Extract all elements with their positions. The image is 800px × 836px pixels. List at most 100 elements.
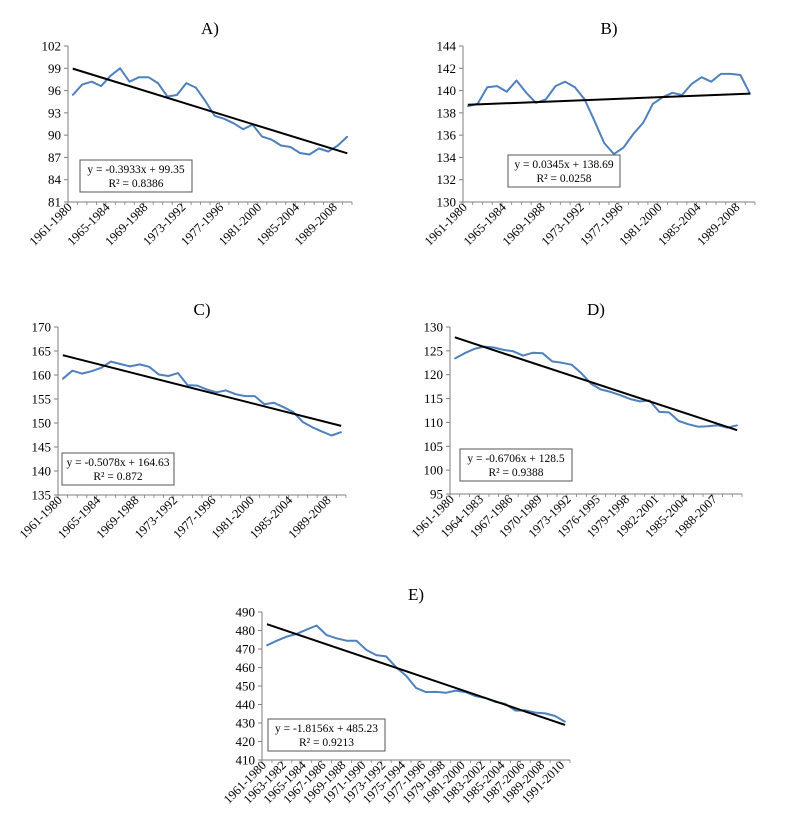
data-point bbox=[110, 360, 112, 363]
data-point bbox=[138, 363, 141, 366]
data-point bbox=[109, 74, 112, 77]
chart-panel-c: C)1351401451501551601651701961-19801965-… bbox=[17, 300, 347, 541]
data-point bbox=[435, 691, 437, 693]
data-point bbox=[619, 394, 622, 397]
y-tick-label: 115 bbox=[424, 391, 443, 406]
data-point bbox=[148, 366, 150, 368]
y-tick-label: 95 bbox=[430, 487, 443, 502]
data-point bbox=[720, 73, 722, 75]
y-tick-label: 138 bbox=[437, 105, 457, 120]
data-point bbox=[609, 391, 612, 393]
data-point bbox=[119, 67, 121, 70]
y-tick-label: 144 bbox=[437, 39, 457, 54]
data-point bbox=[185, 82, 188, 84]
y-tick-label: 430 bbox=[236, 716, 256, 731]
data-point bbox=[515, 79, 518, 82]
y-tick-label: 84 bbox=[48, 172, 62, 187]
equation-box bbox=[507, 154, 621, 188]
data-point bbox=[119, 363, 122, 365]
data-point bbox=[71, 369, 74, 372]
data-point bbox=[299, 152, 301, 154]
data-point bbox=[90, 370, 93, 372]
y-tick-label: 110 bbox=[424, 415, 443, 430]
data-point bbox=[506, 90, 508, 93]
data-point bbox=[138, 76, 140, 78]
y-tick-label: 155 bbox=[32, 392, 52, 407]
data-point bbox=[325, 634, 328, 636]
data-point bbox=[81, 83, 83, 86]
data-point bbox=[266, 644, 268, 647]
data-point bbox=[525, 92, 528, 94]
data-point bbox=[502, 349, 505, 351]
y-tick-label: 134 bbox=[437, 150, 457, 165]
data-point bbox=[522, 354, 524, 357]
data-point bbox=[642, 122, 644, 124]
data-point bbox=[270, 138, 273, 141]
equation-box bbox=[459, 448, 573, 482]
y-tick-label: 102 bbox=[42, 39, 62, 54]
data-point bbox=[729, 73, 732, 75]
data-point bbox=[570, 363, 573, 366]
y-tick-label: 145 bbox=[32, 440, 52, 455]
data-point bbox=[215, 391, 218, 394]
data-point bbox=[590, 382, 592, 385]
y-tick-label: 136 bbox=[437, 128, 457, 143]
data-point bbox=[652, 103, 654, 105]
data-point bbox=[554, 85, 557, 87]
panel-title: D) bbox=[587, 300, 605, 319]
data-point bbox=[639, 400, 641, 403]
panel-title: E) bbox=[408, 585, 424, 604]
data-point bbox=[355, 639, 358, 642]
data-point bbox=[415, 687, 417, 689]
data-point bbox=[454, 357, 456, 360]
data-point bbox=[736, 424, 738, 427]
data-point bbox=[739, 74, 742, 76]
data-point bbox=[697, 425, 699, 428]
data-point bbox=[668, 411, 670, 414]
equation-box bbox=[79, 159, 193, 193]
data-point bbox=[225, 389, 227, 392]
y-tick-label: 150 bbox=[32, 416, 52, 431]
data-point bbox=[330, 434, 333, 437]
data-point bbox=[593, 119, 596, 122]
data-point bbox=[186, 384, 189, 386]
data-point bbox=[128, 80, 131, 83]
data-point bbox=[365, 649, 368, 651]
data-point bbox=[564, 720, 566, 723]
y-tick-label: 132 bbox=[437, 172, 457, 187]
data-point bbox=[622, 146, 625, 149]
data-point bbox=[289, 146, 292, 148]
trend-line bbox=[454, 336, 738, 432]
data-point bbox=[335, 637, 338, 640]
data-point bbox=[204, 100, 207, 102]
y-tick-label: 170 bbox=[32, 320, 52, 335]
data-point bbox=[315, 624, 318, 627]
r-squared: R² = 0.9388 bbox=[489, 467, 544, 479]
data-point bbox=[292, 411, 295, 413]
data-point bbox=[305, 628, 308, 631]
series-line bbox=[454, 345, 738, 429]
data-point bbox=[158, 373, 160, 376]
data-point bbox=[273, 402, 275, 404]
data-point bbox=[346, 135, 349, 138]
data-point bbox=[600, 388, 602, 391]
chart-panel-a: A)818487909396991021961-19801965-1984196… bbox=[27, 19, 353, 248]
r-squared: R² = 0.9213 bbox=[299, 737, 354, 749]
data-point bbox=[242, 128, 244, 130]
data-point bbox=[671, 92, 674, 94]
trend-line bbox=[266, 623, 566, 726]
trend-equation: y = -0.3933x + 99.35 bbox=[87, 164, 185, 176]
data-point bbox=[687, 423, 690, 426]
data-point bbox=[454, 689, 457, 692]
data-point bbox=[234, 393, 237, 396]
data-point bbox=[244, 395, 246, 397]
data-point bbox=[613, 153, 615, 155]
chart-panel-b: B)1301321341361381401421441961-19801965-… bbox=[422, 19, 756, 248]
y-tick-label: 96 bbox=[48, 83, 62, 98]
data-point bbox=[261, 135, 263, 138]
data-point bbox=[213, 115, 216, 117]
data-point bbox=[541, 352, 544, 355]
r-squared: R² = 0.8386 bbox=[109, 178, 164, 190]
data-point bbox=[254, 395, 256, 397]
